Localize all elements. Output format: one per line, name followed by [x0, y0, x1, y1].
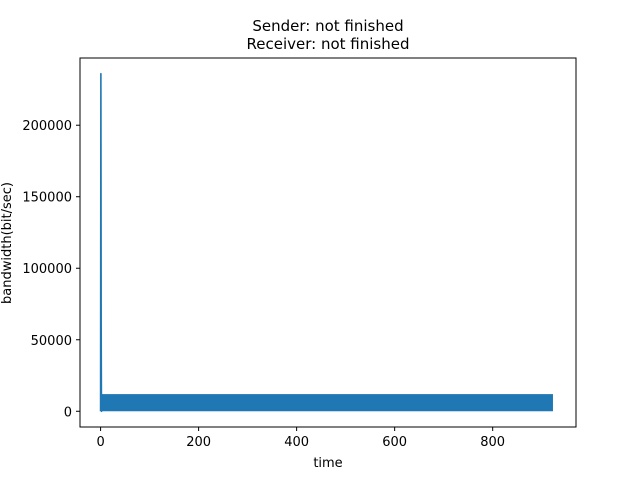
x-tick-label: 200 — [186, 435, 211, 450]
x-axis-label: time — [313, 456, 342, 471]
series-spike-line — [99, 72, 103, 413]
x-tick-label: 800 — [480, 435, 505, 450]
y-axis: 0 50000 100000 150000 200000 — [22, 119, 80, 420]
x-tick-label: 600 — [382, 435, 407, 450]
y-tick-label: 100000 — [22, 262, 72, 277]
x-tick-label: 0 — [96, 435, 104, 450]
y-tick-label: 200000 — [22, 119, 72, 134]
chart-title-line-1: Sender: not finished — [252, 17, 403, 35]
series-oscillation-band — [101, 394, 553, 412]
x-tick-label: 400 — [284, 435, 309, 450]
y-tick-label: 0 — [64, 405, 72, 420]
plot-area — [79, 57, 577, 428]
x-axis: 0 200 400 600 800 — [96, 427, 505, 450]
y-axis-label: bandwidth(bit/sec) — [0, 182, 15, 304]
y-tick-label: 50000 — [31, 334, 72, 349]
y-tick-label: 150000 — [22, 191, 72, 206]
series-layer — [99, 72, 553, 413]
chart-title-line-2: Receiver: not finished — [247, 35, 410, 53]
plot-frame — [79, 57, 577, 428]
